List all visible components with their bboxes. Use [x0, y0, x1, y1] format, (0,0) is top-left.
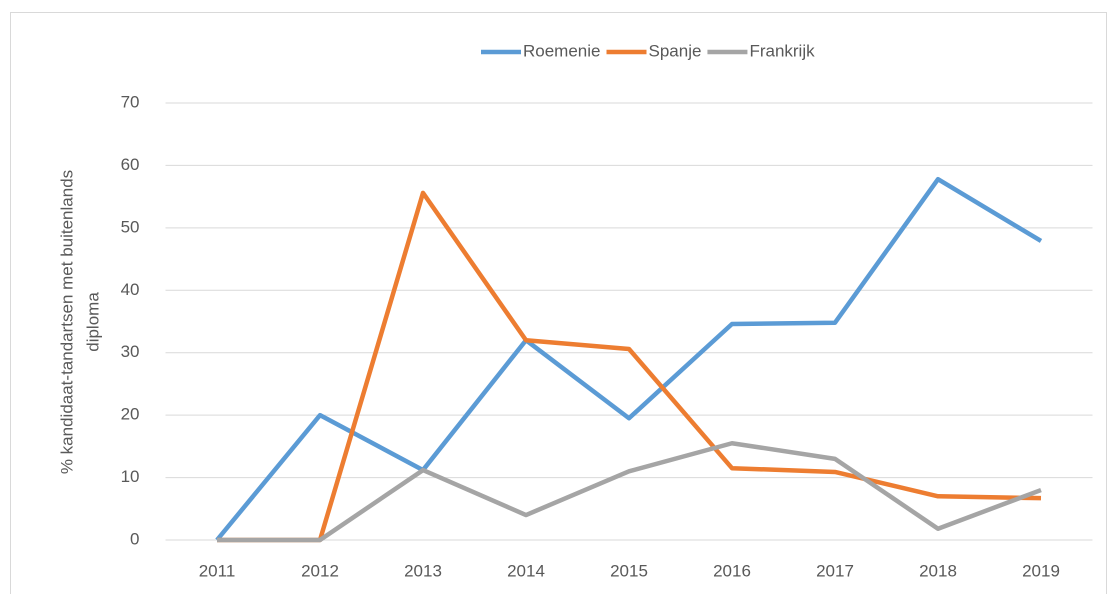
x-tick-label: 2012: [301, 561, 339, 580]
legend-label: Roemenie: [523, 41, 601, 60]
data-line: [217, 440, 1042, 543]
y-tick-label: 0: [130, 529, 139, 548]
chart-frame: [10, 12, 1107, 594]
y-tick-label: 20: [121, 405, 140, 424]
y-tick-label: 60: [121, 155, 140, 174]
x-tick-label: 2017: [816, 561, 854, 580]
x-tick-label: 2016: [713, 561, 751, 580]
y-tick-label: 50: [121, 217, 140, 236]
x-tick-label: 2011: [199, 561, 236, 580]
x-tick-label: 2014: [507, 561, 545, 580]
x-tick-label: 2018: [919, 561, 957, 580]
data-line: [215, 176, 1043, 542]
y-axis-label: % kandidaat-tandartsen met buitenlands: [57, 170, 76, 474]
y-tick-label: 70: [121, 92, 140, 111]
x-tick-label: 2019: [1022, 561, 1060, 580]
data-line: [217, 190, 1042, 543]
y-tick-label: 40: [121, 280, 140, 299]
legend-label: Frankrijk: [749, 41, 815, 60]
x-tick-label: 2013: [404, 561, 442, 580]
x-tick-label: 2015: [610, 561, 648, 580]
y-axis-label: diploma: [83, 292, 102, 352]
y-tick-label: 30: [121, 342, 140, 361]
y-tick-label: 10: [121, 467, 140, 486]
legend-label: Spanje: [649, 41, 702, 60]
